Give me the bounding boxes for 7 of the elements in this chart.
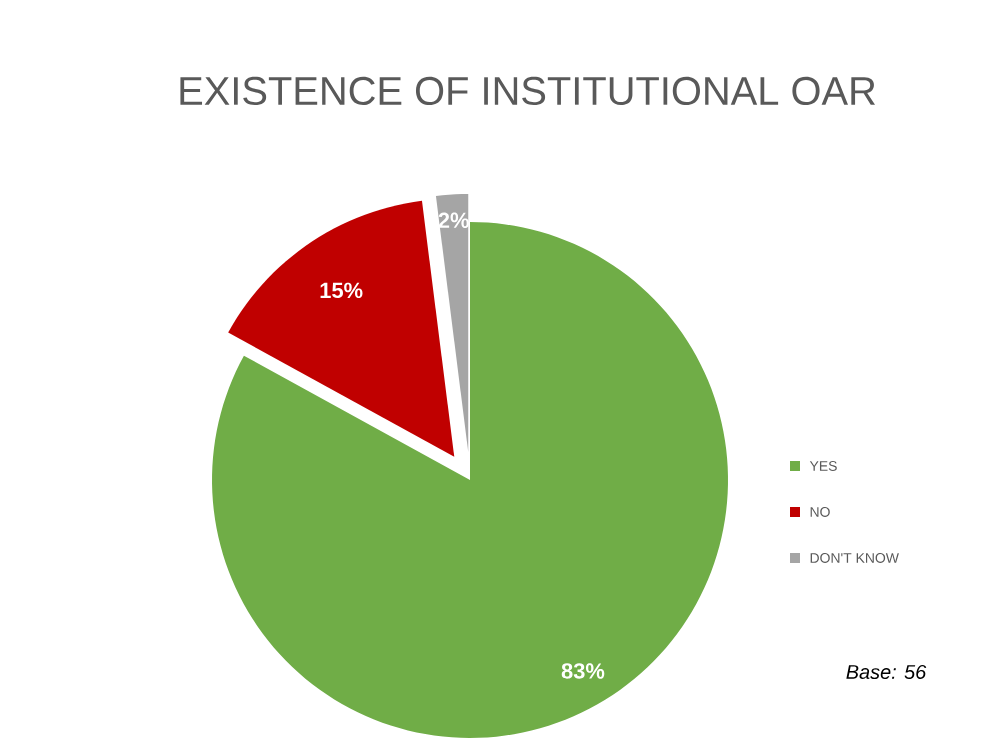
text: Base: 56 — [846, 664, 927, 680]
legend-label: YES — [809, 461, 837, 471]
data-label: 15% — [320, 282, 363, 299]
legend-label: NO — [810, 507, 830, 517]
chart-title: EXISTENCE OF INSTITUTIONAL OAR — [180, 76, 876, 106]
legend-label: DON'T KNOW — [810, 553, 899, 563]
data-label: 83% — [561, 663, 605, 679]
